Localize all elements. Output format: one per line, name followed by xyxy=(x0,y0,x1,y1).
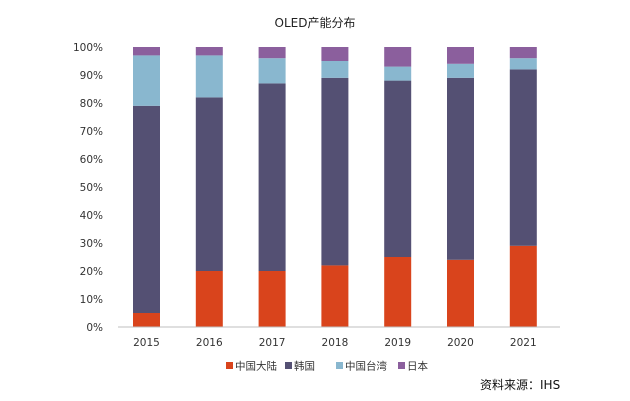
bar-segment xyxy=(321,61,349,78)
y-tick-label: 50% xyxy=(80,182,103,194)
y-axis-ticks: 0% 10% 20% 30% 40% 50% 60% 70% 80% 90% 100% xyxy=(73,42,103,334)
x-tick-label: 2015 xyxy=(133,337,160,349)
bar-segment xyxy=(384,66,412,81)
bar-segment xyxy=(195,47,223,56)
y-tick-label: 90% xyxy=(80,70,103,82)
bar-segment xyxy=(447,63,474,78)
y-tick-label: 10% xyxy=(80,294,103,306)
y-tick-label: 100% xyxy=(73,42,103,54)
chart-title: OLED产能分布 xyxy=(275,16,356,30)
x-tick-label: 2018 xyxy=(322,337,349,349)
bar-segment xyxy=(509,69,537,246)
bars xyxy=(133,47,537,327)
bar-segment xyxy=(195,271,223,327)
y-tick-label: 70% xyxy=(80,126,103,138)
x-tick-label: 2016 xyxy=(196,337,223,349)
y-tick-label: 0% xyxy=(86,322,103,334)
y-tick-label: 40% xyxy=(80,210,103,222)
bar-segment xyxy=(447,47,474,64)
legend-swatch xyxy=(398,362,405,369)
y-tick-label: 80% xyxy=(80,98,103,110)
bar-segment xyxy=(258,83,286,272)
bar-segment xyxy=(447,77,474,260)
bar-segment xyxy=(384,80,412,257)
legend: 中国大陆 韩国 中国台湾 日本 xyxy=(226,360,428,373)
bar-segment xyxy=(133,313,160,327)
bar-segment xyxy=(384,257,412,327)
bar-segment xyxy=(133,55,160,106)
y-tick-label: 20% xyxy=(80,266,103,278)
legend-label: 韩国 xyxy=(294,360,315,373)
legend-label: 中国台湾 xyxy=(345,360,387,373)
legend-swatch xyxy=(285,362,292,369)
legend-label: 中国大陆 xyxy=(235,360,277,373)
legend-swatch xyxy=(336,362,343,369)
legend-label: 日本 xyxy=(407,360,428,373)
bar-segment xyxy=(321,77,349,266)
x-tick-label: 2020 xyxy=(447,337,474,349)
bar-segment xyxy=(258,271,286,327)
bar-segment xyxy=(258,47,286,59)
x-tick-label: 2017 xyxy=(259,337,286,349)
bar-segment xyxy=(133,47,160,56)
x-axis-ticks: 2015 2016 2017 2018 2019 2020 2021 xyxy=(133,337,537,349)
bar-segment xyxy=(384,47,412,67)
bar-segment xyxy=(133,105,160,313)
y-tick-label: 30% xyxy=(80,238,103,250)
bar-segment xyxy=(195,55,223,98)
x-tick-label: 2021 xyxy=(510,337,537,349)
bar-segment xyxy=(509,245,537,327)
source-note: 资料来源：IHS xyxy=(480,378,561,392)
bar-segment xyxy=(321,47,349,61)
x-tick-label: 2019 xyxy=(384,337,411,349)
y-tick-label: 60% xyxy=(80,154,103,166)
legend-swatch xyxy=(226,362,233,369)
bar-segment xyxy=(509,58,537,70)
bar-segment xyxy=(258,58,286,84)
bar-segment xyxy=(195,97,223,272)
bar-segment xyxy=(509,47,537,59)
bar-segment xyxy=(321,265,349,327)
bar-segment xyxy=(447,259,474,327)
